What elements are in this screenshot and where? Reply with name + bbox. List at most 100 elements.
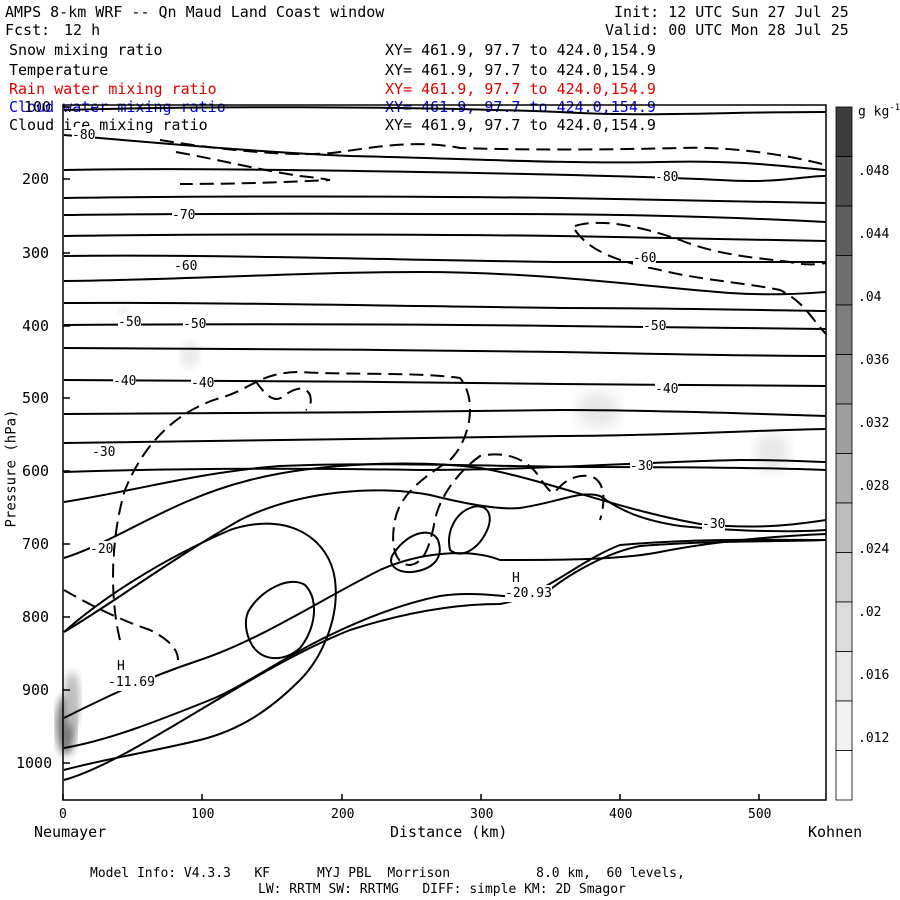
colorbar-bin (835, 156, 853, 207)
colorbar-bin (835, 601, 853, 652)
field-xy-rain: XY= 461.9, 97.7 to 424.0,154.9 (385, 80, 656, 98)
x-tick-label: 500 (748, 807, 772, 822)
contour-label: -80 (655, 169, 679, 186)
colorbar-label: .032 (858, 416, 890, 431)
contour-label: -50 (118, 314, 142, 331)
plot-border (62, 104, 827, 801)
field-xy-temperature: XY= 461.9, 97.7 to 424.0,154.9 (385, 61, 656, 79)
cloud-ice-line (63, 589, 179, 661)
colorbar-bin (835, 750, 853, 801)
colorbar-bin (835, 403, 853, 454)
colorbar-label: .02 (858, 605, 882, 620)
cloud-ice-line (574, 221, 827, 266)
x-tick-label: 100 (191, 807, 215, 822)
x-tick-label: 400 (609, 807, 633, 822)
contour-label: -60 (633, 250, 657, 267)
colorbar-label: .044 (858, 227, 890, 242)
field-name-cloud-water: Cloud water mixing ratio (9, 98, 226, 116)
field-name-snow: Snow mixing ratio (9, 41, 163, 59)
fcst-value: 12 h (64, 21, 101, 39)
model-info-line2: LW: RRTM SW: RRTMG DIFF: simple KM: 2D S… (258, 882, 626, 897)
y-tick-label: 1000 (16, 754, 53, 772)
contour-label: -30 (630, 458, 654, 475)
high-marker-letter: H (117, 658, 125, 675)
colorbar-bin (835, 354, 853, 405)
colorbar-bin (835, 106, 853, 157)
colorbar-bin (835, 205, 853, 256)
valid-time: Valid: 00 UTC Mon 28 Jul 25 (605, 21, 849, 39)
isotherm-line (63, 106, 827, 116)
y-axis-label: Pressure (hPa) (3, 409, 20, 528)
colorbar-bin (835, 304, 853, 355)
colorbar-bin (835, 552, 853, 603)
field-name-rain: Rain water mixing ratio (9, 80, 217, 98)
colorbar-label: .024 (858, 542, 890, 557)
contour-outer-loop (63, 522, 337, 771)
snow-shading (56, 306, 790, 755)
isotherm-line (63, 462, 827, 559)
contour-label: -20 (90, 541, 114, 558)
snow-blob (180, 341, 200, 369)
contour-label: -30 (92, 444, 116, 461)
x-end-station: Kohnen (808, 823, 863, 841)
y-tick-label: 900 (22, 681, 50, 699)
contour-warm-pocket (448, 505, 491, 555)
model-info-line1: Model Info: V4.3.3 KF MYJ PBL Morrison 8… (90, 866, 685, 881)
y-axis-ticks (63, 106, 70, 764)
colorbar-unit: g kg-1 (858, 100, 900, 120)
field-xy-cloud-ice: XY= 461.9, 97.7 to 424.0,154.9 (385, 116, 656, 134)
isotherm-line (63, 195, 827, 204)
y-tick-label: 400 (22, 317, 50, 335)
isotherm-line (63, 458, 827, 473)
x-tick-label: 200 (331, 807, 355, 822)
isotherm-line (63, 270, 827, 296)
x-tick-label: 0 (59, 807, 67, 822)
x-axis-ticks (62, 794, 760, 800)
field-name-temperature: Temperature (9, 61, 109, 79)
isotherm-line (63, 168, 827, 183)
cloud-ice-line (112, 370, 605, 641)
closed-contours (63, 505, 491, 771)
field-name-cloud-ice: Cloud ice mixing ratio (9, 116, 208, 134)
contour-label: -70 (172, 207, 196, 224)
y-tick-label: 600 (22, 462, 50, 480)
colorbar-bin (835, 255, 853, 306)
contour-warm-pocket (390, 531, 441, 574)
x-start-station: Neumayer (34, 823, 107, 841)
cloud-ice-line (254, 379, 312, 411)
colorbar-unit-exp: -1 (889, 103, 900, 113)
isotherm-line (63, 489, 827, 633)
contour-warm-pocket (244, 580, 316, 660)
colorbar-label: .036 (858, 353, 890, 368)
isotherm-line (63, 254, 826, 263)
isotherm-line (63, 323, 827, 330)
x-tick-label: 300 (470, 807, 494, 822)
cloud-ice-line (175, 151, 331, 185)
snow-blob (754, 432, 790, 472)
contour-label: -50 (643, 318, 667, 335)
chart-title: AMPS 8-km WRF -- Qn Maud Land Coast wind… (5, 3, 385, 21)
field-xy-snow: XY= 461.9, 97.7 to 424.0,154.9 (385, 41, 656, 59)
high-marker-letter: H (512, 570, 520, 587)
axes-frame (62, 104, 827, 801)
cloud-ice-contours (63, 139, 827, 661)
isotherm-line (63, 428, 827, 444)
snow-blob (64, 672, 80, 728)
isotherm-line (63, 301, 827, 312)
y-tick-label: 800 (22, 608, 50, 626)
colorbar-label: .028 (858, 479, 890, 494)
contour-label: -40 (191, 375, 215, 392)
init-time: Init: 12 UTC Sun 27 Jul 25 (614, 3, 849, 21)
colorbar (835, 106, 853, 801)
colorbar-bin (835, 700, 853, 751)
fcst-label: Fcst: (5, 21, 51, 39)
colorbar-label: .048 (858, 164, 890, 179)
contour-label: -40 (113, 373, 137, 390)
cloud-ice-line (159, 139, 827, 166)
x-axis-label: Distance (km) (390, 823, 508, 841)
cloud-ice-line (574, 229, 827, 335)
contour-label: -60 (174, 258, 198, 275)
contour-label: -30 (702, 516, 726, 533)
contour-label: -80 (72, 127, 96, 144)
